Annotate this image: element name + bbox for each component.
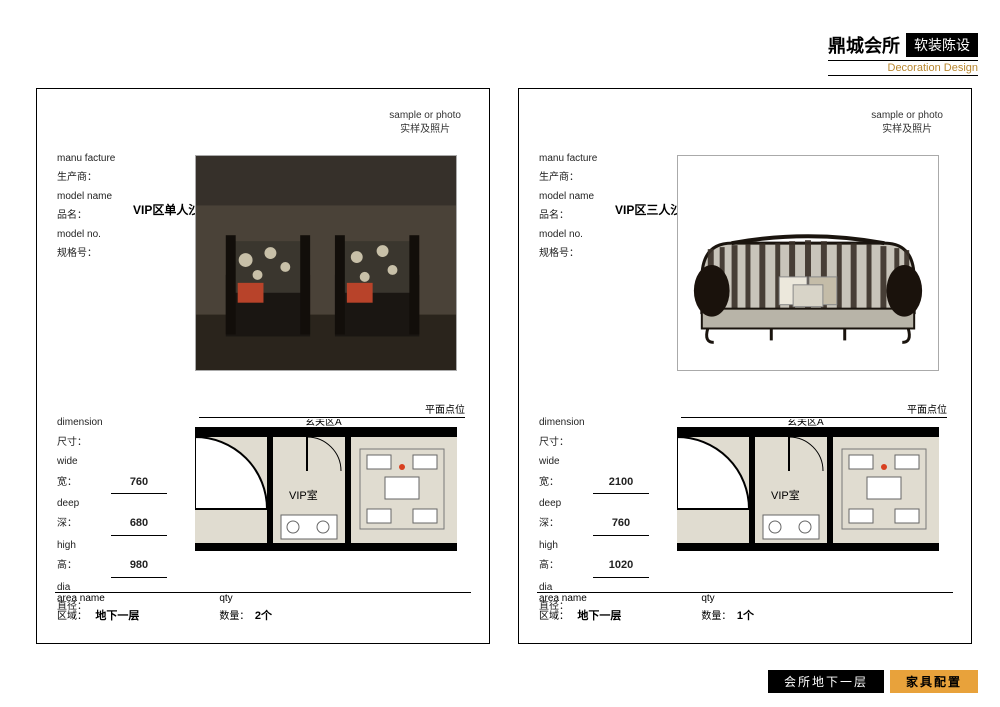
page-footer-tags: 会所地下一层 家具配置	[768, 670, 978, 693]
meta-block: manu facture 生产商： model name 品名： model n…	[57, 149, 115, 263]
spec-card-2: sample or photo 实样及照片 manu facture 生产商： …	[518, 88, 972, 644]
meta-block: manu facture 生产商： model name 品名： model n…	[539, 149, 597, 263]
floor-plan: 玄关区A VIP室	[677, 419, 939, 573]
svg-text:VIP室: VIP室	[289, 488, 318, 502]
spec-card-1: sample or photo 实样及照片 manu facture 生产商： …	[36, 88, 490, 644]
location-tag: 会所地下一层	[768, 670, 884, 693]
sample-label: sample or photo 实样及照片	[871, 109, 943, 137]
header-title: 鼎城会所	[828, 32, 900, 58]
floor-plan: 玄关区A VIP室	[195, 419, 457, 573]
cards-container: sample or photo 实样及照片 manu facture 生产商： …	[36, 88, 972, 644]
header-tag: 软装陈设	[906, 33, 978, 57]
plan-label: 平面点位	[199, 401, 465, 418]
plan-label: 平面点位	[681, 401, 947, 418]
product-photo	[677, 155, 939, 371]
header-subtitle: Decoration Design	[828, 60, 978, 76]
page-header: 鼎城会所 软装陈设 Decoration Design	[828, 32, 978, 76]
category-tag: 家具配置	[890, 670, 978, 693]
product-photo	[195, 155, 457, 371]
sample-label: sample or photo 实样及照片	[389, 109, 461, 137]
svg-text:玄关区A: 玄关区A	[787, 419, 824, 428]
card-footer: area name 区域： 地下一层 qty 数量： 2个	[57, 593, 272, 623]
dimensions: dimension 尺寸： wide 宽：760 deep 深：680 high…	[57, 413, 167, 617]
svg-text:玄关区A: 玄关区A	[305, 419, 342, 428]
card-footer: area name 区域： 地下一层 qty 数量： 1个	[539, 593, 754, 623]
dimensions: dimension 尺寸： wide 宽：2100 deep 深：760 hig…	[539, 413, 649, 617]
svg-text:VIP室: VIP室	[771, 488, 800, 502]
